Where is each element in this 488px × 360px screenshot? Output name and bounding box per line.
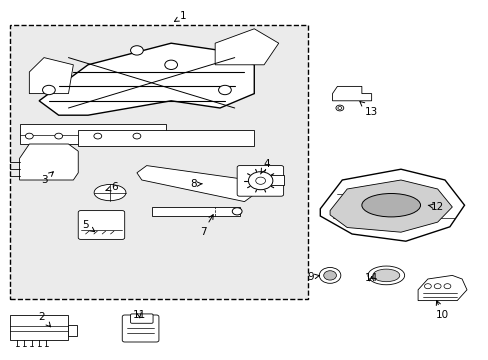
- Polygon shape: [332, 86, 371, 101]
- Text: 5: 5: [82, 220, 95, 232]
- Text: 10: 10: [435, 301, 448, 320]
- FancyBboxPatch shape: [78, 130, 254, 146]
- FancyBboxPatch shape: [10, 25, 307, 299]
- Ellipse shape: [361, 194, 420, 217]
- Text: 4: 4: [260, 159, 269, 174]
- Ellipse shape: [367, 266, 404, 285]
- Text: 14: 14: [364, 273, 378, 283]
- Circle shape: [323, 271, 336, 280]
- Text: 7: 7: [199, 215, 213, 237]
- Text: 13: 13: [359, 102, 378, 117]
- Polygon shape: [417, 275, 466, 301]
- Text: 12: 12: [427, 202, 444, 212]
- Circle shape: [94, 133, 102, 139]
- Circle shape: [337, 107, 341, 109]
- FancyBboxPatch shape: [10, 315, 68, 340]
- Circle shape: [248, 172, 272, 190]
- Text: 6: 6: [106, 182, 118, 192]
- Polygon shape: [215, 29, 278, 65]
- FancyBboxPatch shape: [130, 314, 153, 323]
- Text: 1: 1: [174, 11, 186, 22]
- Circle shape: [55, 133, 62, 139]
- Circle shape: [433, 284, 440, 289]
- Polygon shape: [20, 144, 78, 180]
- FancyBboxPatch shape: [151, 207, 239, 216]
- Circle shape: [319, 267, 340, 283]
- FancyBboxPatch shape: [68, 325, 77, 336]
- FancyBboxPatch shape: [237, 166, 283, 196]
- Text: 2: 2: [38, 312, 51, 327]
- Polygon shape: [320, 169, 464, 241]
- Text: 9: 9: [306, 272, 319, 282]
- Text: 8: 8: [189, 179, 202, 189]
- Circle shape: [130, 46, 143, 55]
- Circle shape: [424, 284, 430, 289]
- Circle shape: [25, 133, 33, 139]
- FancyBboxPatch shape: [271, 175, 283, 185]
- FancyBboxPatch shape: [122, 315, 159, 342]
- Circle shape: [218, 85, 231, 95]
- Polygon shape: [137, 166, 254, 202]
- Ellipse shape: [372, 269, 399, 282]
- Circle shape: [42, 85, 55, 95]
- Circle shape: [133, 133, 141, 139]
- Circle shape: [335, 105, 343, 111]
- Circle shape: [232, 208, 242, 215]
- Polygon shape: [329, 180, 451, 232]
- FancyBboxPatch shape: [20, 124, 166, 144]
- Circle shape: [164, 60, 177, 69]
- Ellipse shape: [94, 185, 126, 201]
- Text: 3: 3: [41, 172, 53, 185]
- Circle shape: [255, 177, 265, 184]
- Text: 11: 11: [132, 310, 146, 320]
- Polygon shape: [39, 43, 254, 115]
- FancyBboxPatch shape: [78, 211, 124, 239]
- Polygon shape: [29, 58, 73, 94]
- Circle shape: [443, 284, 450, 289]
